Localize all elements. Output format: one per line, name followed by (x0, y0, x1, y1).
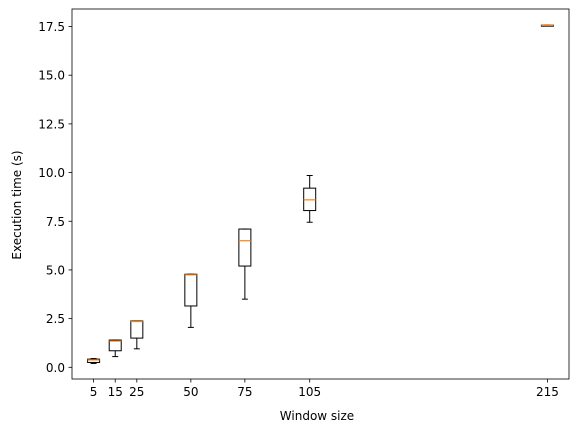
plot-frame (71, 8, 570, 380)
x-tick-label: 50 (183, 385, 198, 399)
x-tick-label: 215 (536, 385, 559, 399)
boxes (87, 24, 554, 364)
y-tick-label: 2.5 (46, 312, 65, 326)
box-105 (303, 175, 317, 223)
y-axis-label: Execution time (s) (10, 150, 24, 259)
y-tick-label: 15.0 (38, 69, 65, 83)
box-body (87, 358, 101, 363)
plot-area (71, 8, 570, 380)
y-tick-label: 5.0 (46, 263, 65, 277)
box-body (184, 273, 198, 307)
box-50 (184, 273, 198, 328)
x-axis-label: Window size (280, 409, 354, 423)
x-axis: 5 15 25 50 75 105 215 (90, 379, 559, 399)
y-tick-label: 17.5 (38, 20, 65, 34)
box-body (108, 339, 122, 352)
box-body (238, 228, 252, 267)
y-tick-label: 12.5 (38, 117, 65, 131)
box-body (130, 320, 144, 339)
x-tick-label: 75 (237, 385, 252, 399)
x-tick-label: 5 (90, 385, 98, 399)
box-215 (540, 24, 554, 27)
y-tick-label: 7.5 (46, 215, 65, 229)
box-25 (130, 320, 144, 350)
x-tick-label: 105 (298, 385, 321, 399)
box-5 (87, 358, 101, 364)
box-15 (108, 339, 122, 358)
y-tick-label: 10.0 (38, 166, 65, 180)
x-tick-label: 15 (108, 385, 123, 399)
y-tick-label: 0.0 (46, 361, 65, 375)
y-axis: 0.0 2.5 5.0 7.5 10.0 12.5 15.0 17.5 (38, 20, 72, 375)
x-tick-label: 25 (129, 385, 144, 399)
box-75 (238, 228, 252, 300)
